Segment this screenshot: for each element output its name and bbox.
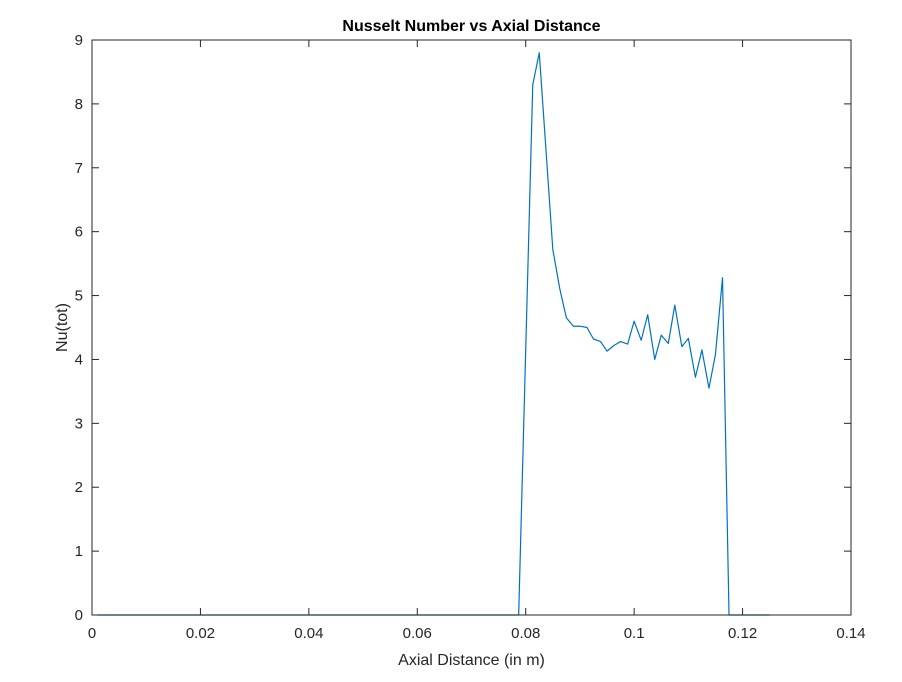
series-line: [97, 52, 770, 616]
y-tick-label: 3: [75, 415, 83, 432]
y-tick-label: 9: [75, 32, 83, 49]
series-layer: [97, 52, 770, 616]
y-tick-label: 1: [75, 543, 83, 560]
y-axis-label: Nu(tot): [54, 303, 71, 352]
plot-box: [91, 39, 852, 616]
y-tick-label: 5: [75, 288, 83, 305]
x-tick-label: 0.1: [624, 625, 645, 642]
x-tick-label: 0.04: [294, 625, 323, 642]
ticks-layer: 0 0.02 0.04 0.06 0.08 0.1 0.12 0.14 0 1 2 3 4 5 6 7 8 9: [75, 32, 866, 642]
x-tick-label: 0.02: [186, 625, 215, 642]
y-tick-label: 8: [75, 96, 83, 113]
y-tick-label: 2: [75, 479, 83, 496]
y-tick-label: 7: [75, 160, 83, 177]
y-tick-label: 4: [75, 351, 83, 368]
x-tick-label: 0.06: [403, 625, 432, 642]
y-tick-label: 0: [75, 607, 83, 624]
labels-layer: Nusselt Number vs Axial Distance Axial D…: [54, 18, 601, 669]
x-tick-label: 0.08: [511, 625, 540, 642]
plot-area: [92, 40, 851, 615]
x-axis-label: Axial Distance (in m): [398, 652, 545, 669]
x-tick-label: 0: [88, 625, 96, 642]
chart-title: Nusselt Number vs Axial Distance: [342, 18, 600, 35]
y-tick-label: 6: [75, 224, 83, 241]
x-tick-label: 0.12: [728, 625, 757, 642]
x-tick-label: 0.14: [836, 625, 865, 642]
